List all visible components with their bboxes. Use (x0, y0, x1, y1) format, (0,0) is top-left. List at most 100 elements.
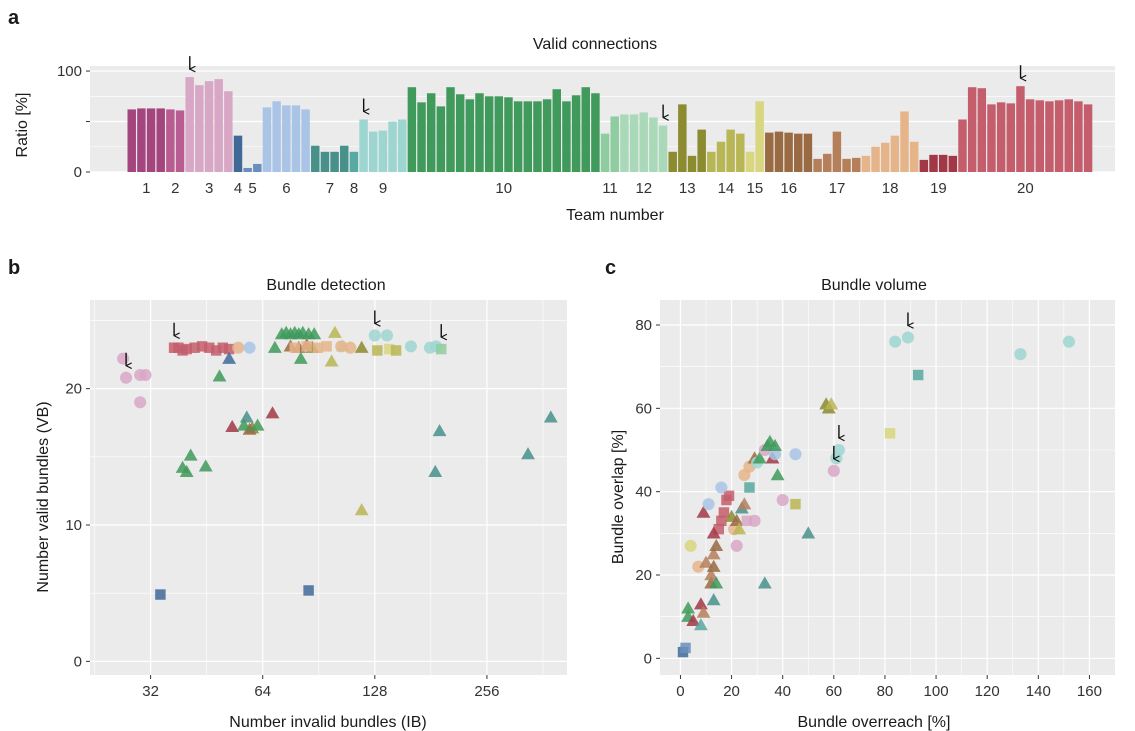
bar-team-19 (948, 155, 958, 172)
x-tick-label-c: 40 (774, 683, 791, 700)
x-tick-label-team-9: 9 (379, 180, 387, 197)
bar-team-20 (987, 104, 996, 172)
scatter-point-team-7 (706, 593, 721, 606)
bar-team-10 (542, 99, 552, 172)
bar-team-13 (697, 129, 706, 172)
y-axis-label-b: Number valid bundles (VB) (35, 401, 52, 592)
bar-team-7 (320, 151, 330, 172)
scatter-point-team-4 (303, 585, 314, 596)
x-tick-label-team-5: 5 (248, 180, 256, 197)
x-tick-label-team-20: 20 (1017, 180, 1034, 197)
bar-team-18 (909, 141, 919, 172)
bar-team-17 (842, 158, 851, 172)
bar-team-3 (204, 81, 214, 172)
x-axis-label-a: Team number (566, 207, 664, 224)
scatter-point-team-18 (692, 560, 705, 573)
scatter-point-team-17 (704, 568, 719, 581)
x-axis-label-c: Bundle overreach [%] (798, 714, 951, 731)
bar-team-20 (1035, 100, 1044, 172)
bar-team-10 (465, 99, 475, 172)
bar-team-13 (668, 151, 677, 172)
scatter-point-team-20 (716, 515, 727, 527)
y-tick-label-b: 20 (65, 381, 82, 398)
chart-title-b: Bundle detection (266, 277, 385, 294)
x-tick-label-team-6: 6 (282, 180, 290, 197)
scatter-point-team-14 (372, 345, 383, 356)
scatter-point-team-10 (250, 418, 265, 431)
bar-team-18 (890, 135, 900, 172)
scatter-point-team-3 (748, 514, 761, 527)
bar-team-12 (629, 114, 639, 172)
bar-team-20 (1006, 103, 1016, 172)
x-tick-label-c: 80 (877, 683, 894, 700)
bar-team-10 (513, 101, 523, 172)
scatter-point-team-6 (789, 448, 802, 461)
x-tick-label-b: 128 (362, 683, 387, 700)
bar-team-10 (417, 102, 426, 172)
x-tick-label-team-2: 2 (171, 180, 179, 197)
scatter-point-team-3 (139, 368, 152, 382)
scatter-point-team-7 (521, 447, 535, 460)
scatter-point-team-19 (265, 406, 280, 419)
scatter-point-team-20 (210, 345, 222, 356)
scatter-point-team-10 (293, 351, 308, 364)
bar-team-20 (967, 87, 977, 172)
x-tick-label-team-19: 19 (930, 180, 947, 197)
bar-team-16 (765, 132, 774, 172)
bar-team-20 (1045, 101, 1054, 172)
bar-team-4 (233, 135, 243, 172)
bar-team-7 (340, 145, 349, 172)
scatter-point-team-14 (790, 498, 801, 510)
scatter-point-team-6 (715, 481, 728, 494)
scatter-point-team-17 (706, 547, 721, 560)
y-tick-label-a: 0 (74, 164, 82, 181)
bar-team-10 (523, 101, 533, 172)
scatter-point-team-18 (232, 341, 245, 354)
scatter-point-team-18 (335, 340, 348, 353)
scatter-point-team-10 (267, 340, 282, 353)
scatter-point-team-14 (732, 522, 747, 535)
y-tick-label-c: 80 (635, 317, 652, 334)
scatter-point-team-9 (832, 443, 845, 457)
bar-team-10 (494, 96, 504, 172)
scatter-point-team-14 (327, 325, 342, 338)
bar-team-2 (166, 109, 175, 172)
bar-team-6 (272, 101, 281, 172)
bar-team-10 (407, 87, 417, 172)
scatter-point-team-17 (737, 497, 752, 510)
bar-team-18 (871, 146, 880, 172)
x-tick-label-team-8: 8 (350, 180, 358, 197)
scatter-point-team-9 (404, 340, 417, 353)
scatter-point-team-19 (693, 597, 708, 610)
bar-team-19 (929, 154, 938, 172)
scatter-point-team-20 (189, 342, 200, 353)
bar-team-20 (1064, 99, 1073, 172)
scatter-point-team-16 (709, 538, 724, 552)
scatter-point-team-16 (706, 559, 721, 572)
y-tick-label-b: 10 (65, 517, 82, 534)
scatter-point-team-9 (1062, 335, 1076, 348)
scatter-point-team-18 (301, 341, 312, 352)
bar-team-5 (253, 163, 262, 172)
scatter-point-team-6 (702, 498, 715, 511)
bar-team-16 (803, 133, 813, 172)
bar-team-10 (436, 106, 446, 172)
x-tick-label-c: 120 (975, 683, 1000, 700)
bar-team-7 (330, 151, 339, 172)
bar-team-16 (774, 131, 784, 172)
bar-team-18 (861, 155, 871, 172)
x-tick-label-b: 64 (254, 683, 271, 700)
bar-team-10 (533, 101, 542, 172)
scatter-point-team-9 (1014, 348, 1027, 361)
bar-team-1 (156, 108, 165, 172)
bar-team-18 (900, 111, 909, 172)
bar-team-10 (446, 87, 455, 172)
bar-team-10 (504, 97, 513, 172)
scatter-point-team-10 (681, 601, 696, 614)
x-tick-label-team-15: 15 (747, 180, 764, 197)
bar-team-16 (784, 132, 793, 172)
scatter-point-team-19 (696, 505, 711, 518)
bar-team-20 (1016, 86, 1025, 172)
x-tick-label-team-1: 1 (142, 180, 150, 197)
